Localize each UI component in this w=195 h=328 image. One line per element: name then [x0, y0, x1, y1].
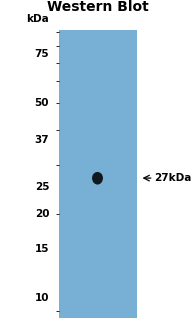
Text: 25: 25 [35, 182, 49, 193]
Text: 50: 50 [35, 98, 49, 109]
Text: kDa: kDa [26, 14, 49, 24]
Text: 20: 20 [35, 210, 49, 219]
Text: Western Blot: Western Blot [47, 0, 148, 14]
Text: 27kDa: 27kDa [154, 173, 192, 183]
Text: 75: 75 [35, 49, 49, 59]
Text: 15: 15 [35, 244, 49, 254]
Text: 37: 37 [35, 135, 49, 145]
Text: 10: 10 [35, 294, 49, 303]
Ellipse shape [92, 172, 103, 185]
